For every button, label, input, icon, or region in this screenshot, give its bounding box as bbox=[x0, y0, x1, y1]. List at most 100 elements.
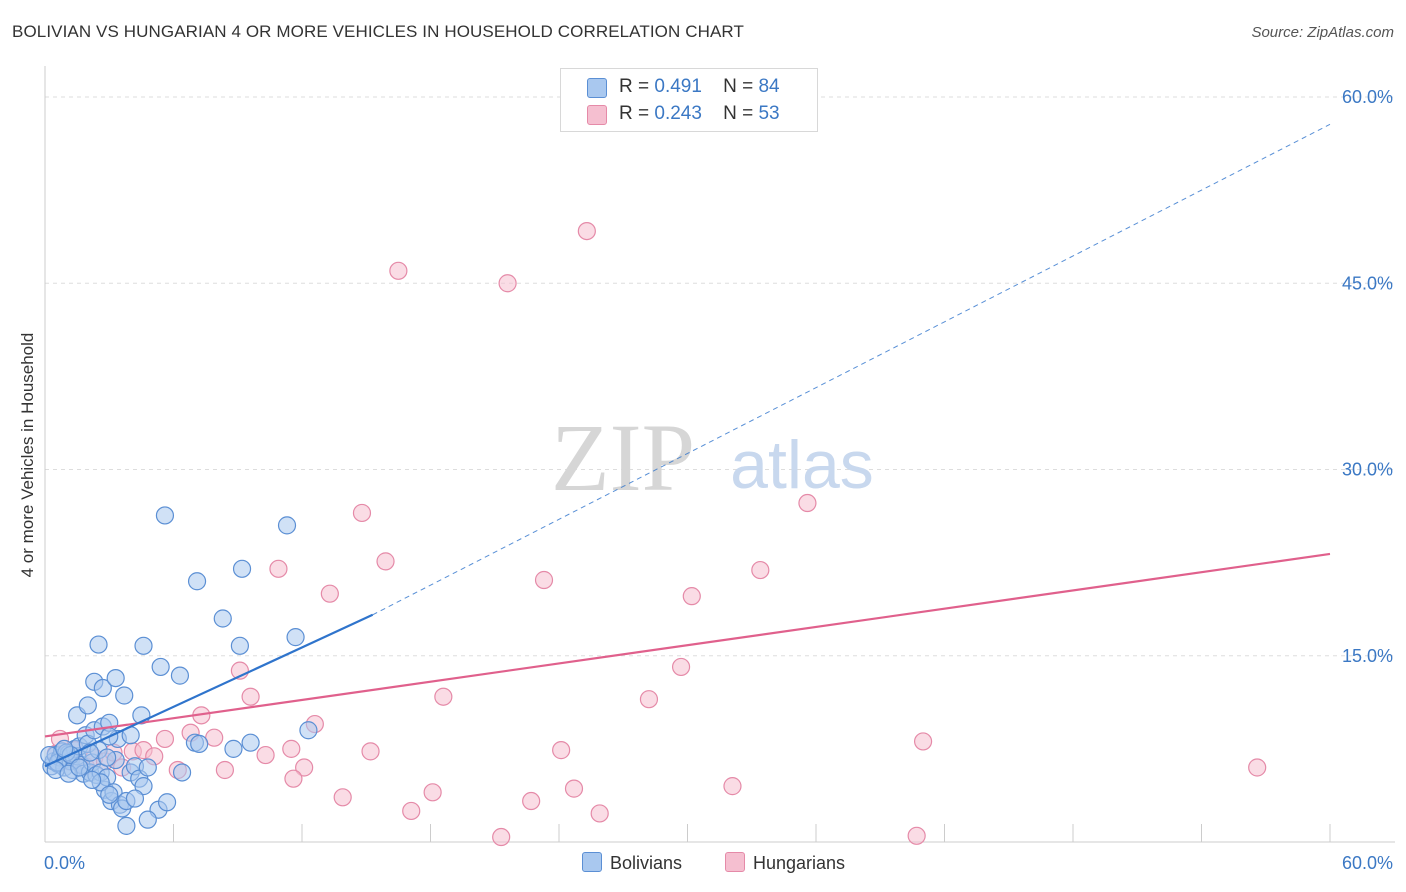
hungarian-point bbox=[907, 826, 926, 845]
watermark: ZIP atlas bbox=[551, 404, 874, 511]
hungarian-point bbox=[534, 570, 554, 590]
hungarian-point bbox=[282, 739, 301, 758]
bolivian-point bbox=[138, 758, 157, 777]
legend-hungarians-r-value: 0.243 bbox=[654, 103, 702, 124]
bolivian-point bbox=[70, 758, 89, 777]
hungarian-point bbox=[376, 552, 395, 571]
hungarian-point bbox=[913, 732, 933, 751]
bolivian-point bbox=[277, 516, 297, 535]
legend-box: R = 0.491 N = 84 R = 0.243 N = 53 bbox=[560, 68, 818, 132]
bolivian-point bbox=[134, 636, 153, 655]
bottom-legend-bolivians[interactable]: Bolivians bbox=[582, 852, 682, 874]
bolivian-point bbox=[78, 696, 97, 715]
hungarian-point bbox=[155, 729, 175, 749]
bolivian-point bbox=[232, 559, 252, 578]
bolivian-point bbox=[93, 678, 112, 698]
bolivian-point bbox=[187, 572, 207, 591]
trend-lines bbox=[44, 123, 1331, 768]
bolivian-point bbox=[230, 636, 249, 655]
bottom-legend-hungarians[interactable]: Hungarians bbox=[725, 852, 845, 874]
bolivian-point bbox=[172, 763, 192, 782]
legend-bolivians-r-value: 0.491 bbox=[654, 76, 702, 97]
watermark-zip: ZIP bbox=[551, 404, 695, 511]
hungarian-point bbox=[320, 584, 339, 603]
legend-swatch-bolivians bbox=[587, 78, 607, 98]
legend-bolivians-r-label: R = bbox=[619, 76, 650, 97]
hungarian-point bbox=[1248, 758, 1267, 777]
hungarian-point bbox=[639, 690, 659, 709]
bolivian-point bbox=[125, 789, 145, 808]
hungarian-point bbox=[564, 779, 584, 798]
axes bbox=[44, 66, 1395, 843]
hungarian-point bbox=[498, 274, 517, 293]
hungarian-point bbox=[751, 560, 770, 580]
bottom-legend-label-bolivians: Bolivians bbox=[610, 853, 683, 873]
source-label: Source: ZipAtlas.com bbox=[1251, 24, 1394, 41]
bolivian-point bbox=[100, 785, 119, 804]
y-tick-label: 30.0% bbox=[1342, 460, 1393, 480]
bolivian-point bbox=[117, 816, 136, 835]
y-axis-label: 4 or more Vehicles in Household bbox=[18, 332, 37, 578]
hungarian-point bbox=[577, 222, 596, 241]
bottom-legend-label-hungarians: Hungarians bbox=[753, 853, 846, 873]
tick-labels: 15.0% 30.0% 45.0% 60.0% 0.0% 60.0% bbox=[44, 87, 1393, 873]
hungarian-point bbox=[284, 769, 303, 788]
hungarian-point bbox=[352, 503, 372, 523]
chart-title: BOLIVIAN VS HUNGARIAN 4 OR MORE VEHICLES… bbox=[12, 22, 744, 41]
hungarians-trend-line bbox=[44, 552, 1331, 738]
bottom-legend-swatch-bolivians bbox=[582, 852, 602, 872]
bolivian-point bbox=[299, 721, 318, 740]
bolivian-point bbox=[138, 810, 157, 829]
bolivian-point bbox=[286, 628, 305, 647]
bolivian-point bbox=[155, 506, 175, 525]
hungarian-point bbox=[671, 657, 691, 677]
hungarian-point bbox=[215, 760, 234, 780]
bolivian-point bbox=[157, 793, 177, 812]
legend-hungarians-r-label: R = bbox=[619, 103, 650, 124]
bolivians-trend-extension bbox=[372, 123, 1331, 616]
bolivian-point bbox=[89, 635, 108, 654]
hungarian-point bbox=[590, 804, 609, 823]
hungarian-point bbox=[682, 587, 701, 606]
hungarian-point bbox=[423, 783, 442, 802]
y-tick-label: 15.0% bbox=[1342, 646, 1393, 666]
legend-swatch-hungarians bbox=[587, 105, 607, 125]
x-tick-label-max: 60.0% bbox=[1342, 853, 1393, 873]
bolivian-point bbox=[213, 609, 232, 628]
hungarian-point bbox=[522, 791, 541, 811]
hungarian-point bbox=[241, 687, 260, 706]
hungarian-point bbox=[402, 801, 421, 821]
bolivian-point bbox=[241, 733, 260, 752]
y-tick-label: 60.0% bbox=[1342, 87, 1393, 107]
hungarian-point bbox=[492, 827, 511, 847]
legend-bolivians-n-label: N = bbox=[723, 76, 754, 97]
bolivian-point bbox=[98, 748, 117, 767]
hungarian-point bbox=[552, 741, 571, 760]
watermark-atlas: atlas bbox=[730, 427, 874, 503]
hungarian-point bbox=[723, 777, 742, 796]
hungarian-point bbox=[333, 788, 352, 807]
hungarian-point bbox=[256, 745, 275, 765]
hungarian-point bbox=[389, 261, 408, 280]
hungarian-point bbox=[269, 559, 288, 578]
hungarian-point bbox=[434, 687, 453, 706]
y-tick-label: 45.0% bbox=[1342, 273, 1393, 293]
bolivian-point bbox=[151, 657, 170, 677]
bolivian-point bbox=[224, 739, 243, 758]
bolivian-point bbox=[170, 666, 190, 685]
bottom-legend-swatch-hungarians bbox=[725, 852, 745, 872]
hungarian-point bbox=[361, 742, 380, 761]
bolivian-point bbox=[190, 734, 209, 754]
bolivian-point bbox=[115, 686, 134, 705]
legend-hungarians-n-value: 53 bbox=[758, 103, 780, 124]
hungarian-point bbox=[798, 493, 817, 513]
bolivian-point bbox=[83, 770, 102, 790]
bolivians-points bbox=[40, 506, 318, 835]
legend-bolivians-n-value: 84 bbox=[758, 76, 780, 97]
x-tick-label-min: 0.0% bbox=[44, 853, 85, 873]
bolivians-trend-line bbox=[44, 613, 374, 768]
legend-hungarians-n-label: N = bbox=[723, 103, 754, 124]
bolivian-point bbox=[106, 668, 125, 688]
bolivian-point bbox=[134, 777, 153, 796]
